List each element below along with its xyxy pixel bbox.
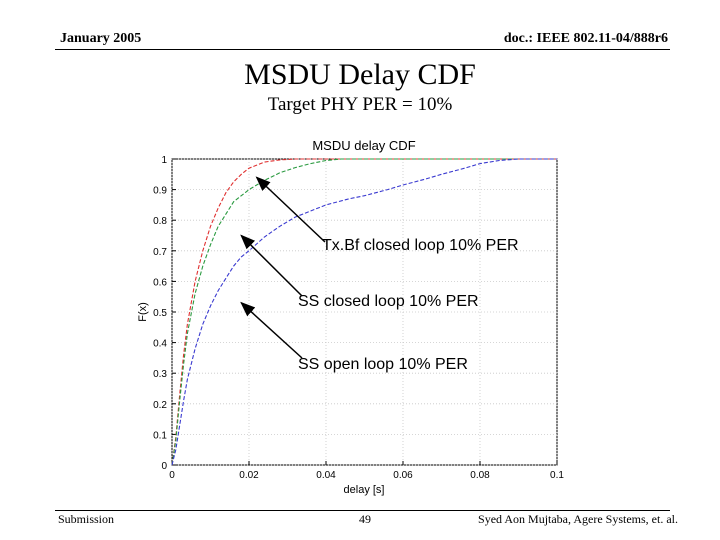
header-rule — [55, 49, 670, 50]
x-tick-label: 0.08 — [470, 470, 490, 481]
series-line-ss-closed-loop-10-per — [171, 158, 557, 466]
footer-rule — [55, 510, 670, 511]
footer-submission: Submission — [58, 512, 115, 526]
annotation-label: Tx.Bf closed loop 10% PER — [322, 237, 519, 254]
annotation-label: SS open loop 10% PER — [298, 356, 468, 373]
y-tick-label: 0.5 — [153, 308, 167, 319]
x-axis-label: delay [s] — [344, 484, 385, 496]
y-tick-label: 0.4 — [153, 339, 167, 350]
x-tick-label: 0 — [169, 470, 175, 481]
y-tick-label: 0 — [161, 461, 167, 472]
x-tick-label: 0.04 — [316, 470, 336, 481]
y-tick-label: 0.3 — [153, 369, 167, 380]
x-tick-label: 0.06 — [393, 470, 413, 481]
annotation-arrow — [240, 301, 303, 359]
y-tick-label: 0.7 — [153, 247, 167, 258]
annotation-arrow — [240, 234, 303, 297]
x-tick-label: 0.02 — [239, 470, 259, 481]
annotation-arrow — [255, 176, 326, 243]
series-group — [171, 158, 557, 466]
x-tick-label: 0.1 — [550, 470, 564, 481]
chart-title: MSDU delay CDF — [312, 138, 415, 153]
series-line-ss-open-loop-10-per — [171, 158, 557, 466]
y-tick-label: 0.6 — [153, 277, 167, 288]
y-tick-label: 1 — [161, 155, 167, 166]
footer-page-number: 49 — [359, 512, 371, 526]
y-tick-label: 0.8 — [153, 216, 167, 227]
y-tick-label: 0.1 — [153, 430, 167, 441]
header-doc-id: doc.: IEEE 802.11-04/888r6 — [503, 31, 668, 46]
header-date: January 2005 — [60, 31, 142, 46]
y-axis-label: F(x) — [137, 302, 149, 322]
annotations-group: Tx.Bf closed loop 10% PER SS closed loop … — [240, 176, 519, 373]
annotation-label: SS closed loop 10% PER — [298, 293, 479, 310]
footer-author: Syed Aon Mujtaba, Agere Systems, et. al. — [478, 512, 678, 526]
y-tick-label: 0.2 — [153, 400, 167, 411]
slide-title: MSDU Delay CDF — [244, 58, 476, 91]
y-tick-label: 0.9 — [153, 186, 167, 197]
grid-lines — [171, 158, 558, 466]
slide-subtitle: Target PHY PER = 10% — [267, 94, 453, 115]
